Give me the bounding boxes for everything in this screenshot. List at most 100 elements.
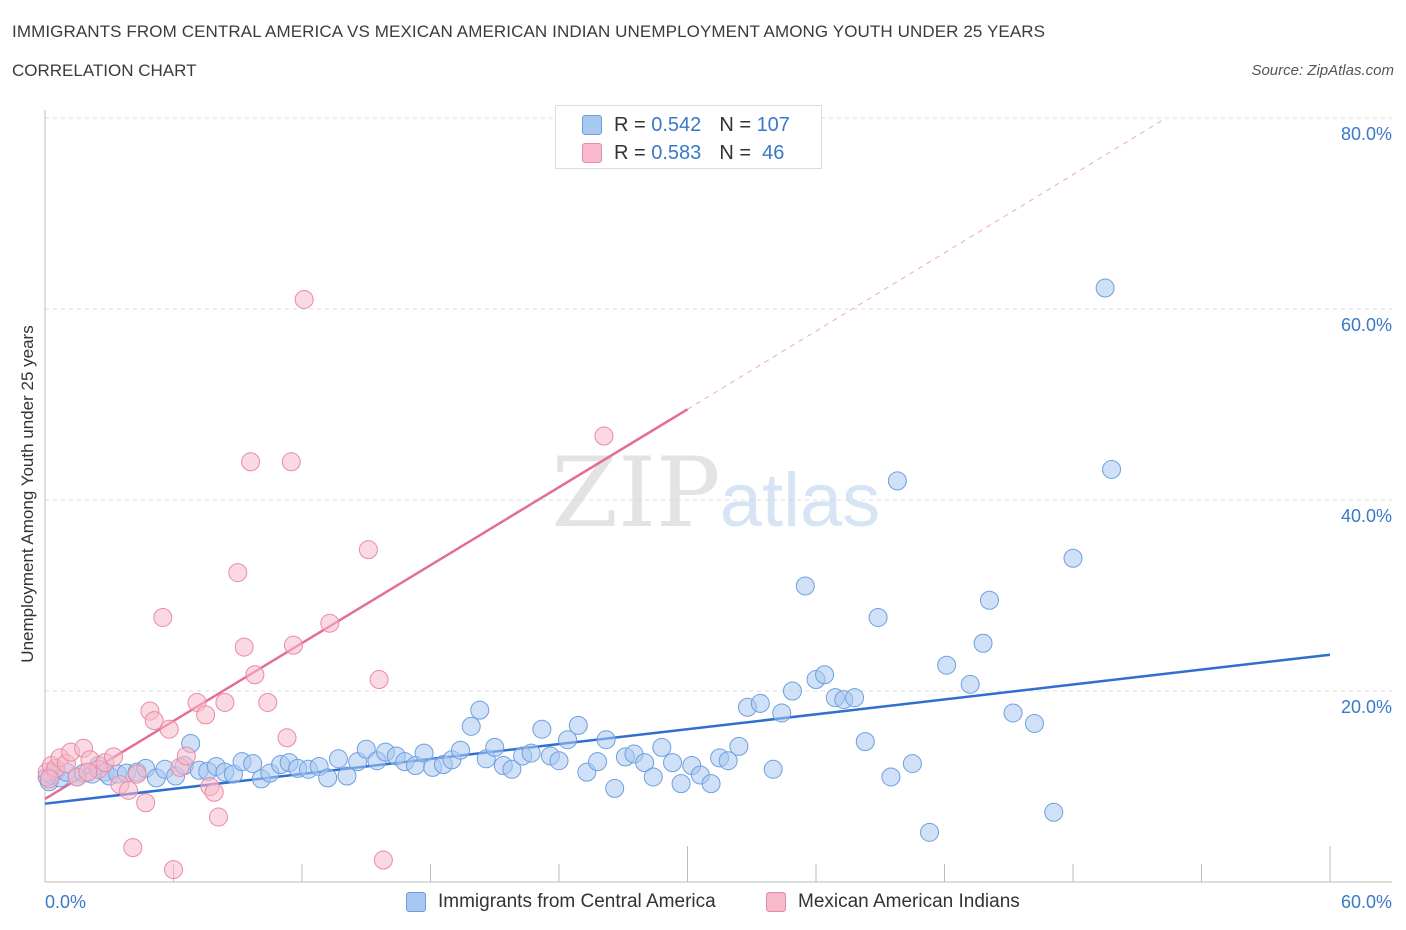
- data-point-central-america: [532, 719, 552, 739]
- data-point-mexican-american-indians: [144, 711, 164, 731]
- data-point-central-america: [763, 759, 783, 779]
- data-point-mexican-american-indians: [136, 793, 156, 813]
- y-tick-label: 80.0%: [1341, 124, 1392, 144]
- data-point-mexican-american-indians: [228, 563, 248, 583]
- y-tick-label: 60.0%: [1341, 315, 1392, 335]
- data-point-mexican-american-indians: [123, 838, 143, 858]
- data-point-central-america: [485, 737, 505, 757]
- data-point-central-america: [887, 471, 907, 491]
- data-points: [37, 278, 1122, 880]
- chart-title: IMMIGRANTS FROM CENTRAL AMERICA VS MEXIC…: [12, 22, 1046, 41]
- data-point-central-america: [750, 693, 770, 713]
- legend-swatch-pink: [582, 143, 602, 163]
- data-point-mexican-american-indians: [294, 289, 314, 309]
- legend-label-central-america: Immigrants from Central America: [438, 891, 716, 912]
- data-point-central-america: [470, 700, 490, 720]
- data-point-mexican-american-indians: [159, 719, 179, 739]
- data-point-mexican-american-indians: [594, 426, 614, 446]
- data-point-mexican-american-indians: [258, 692, 278, 712]
- data-point-mexican-american-indians: [208, 807, 228, 827]
- data-point-mexican-american-indians: [196, 705, 216, 725]
- data-point-central-america: [973, 633, 993, 653]
- data-point-mexican-american-indians: [373, 850, 393, 870]
- legend-r-label: R =: [614, 113, 652, 136]
- data-point-central-america: [881, 767, 901, 787]
- data-point-central-america: [845, 688, 865, 708]
- data-point-mexican-american-indians: [241, 452, 261, 472]
- data-point-mexican-american-indians: [127, 764, 147, 784]
- legend-item-central-america: Immigrants from Central America: [406, 888, 716, 916]
- data-point-central-america: [521, 743, 541, 763]
- y-axis-label: Unemployment Among Youth under 25 years: [18, 325, 37, 663]
- data-point-mexican-american-indians: [277, 728, 297, 748]
- legend-n-value: 46: [756, 141, 785, 164]
- legend-row-central-america: R = 0.542 N = 107: [582, 111, 790, 139]
- legend-r-value: 0.542: [651, 113, 702, 136]
- data-point-central-america: [318, 768, 338, 788]
- data-point-central-america: [328, 749, 348, 769]
- data-point-mexican-american-indians: [39, 769, 59, 789]
- data-point-central-america: [549, 751, 569, 771]
- data-point-mexican-american-indians: [234, 637, 254, 657]
- data-point-central-america: [502, 759, 522, 779]
- data-point-mexican-american-indians: [153, 607, 173, 627]
- data-point-central-america: [815, 665, 835, 685]
- data-point-central-america: [588, 752, 608, 772]
- legend-item-mexican-american-indians: Mexican American Indians: [766, 888, 1020, 916]
- data-point-mexican-american-indians: [204, 782, 224, 802]
- data-point-central-america: [795, 576, 815, 596]
- trend-line-extension-mexican-american-indians: [687, 119, 1164, 410]
- data-point-central-america: [643, 767, 663, 787]
- data-point-central-america: [782, 681, 802, 701]
- data-point-mexican-american-indians: [369, 670, 389, 690]
- x-tick-label: 60.0%: [1341, 892, 1392, 912]
- legend-n-value: 107: [756, 113, 790, 136]
- legend-swatch-blue: [406, 892, 426, 912]
- data-point-central-america: [1024, 713, 1044, 733]
- data-point-central-america: [663, 753, 683, 773]
- data-point-central-america: [1063, 548, 1083, 568]
- data-point-mexican-american-indians: [119, 780, 139, 800]
- data-point-central-america: [337, 766, 357, 786]
- legend-swatch-blue: [582, 115, 602, 135]
- data-point-central-america: [1102, 459, 1122, 479]
- legend-r-label: R =: [614, 141, 652, 164]
- data-point-mexican-american-indians: [245, 665, 265, 685]
- data-point-central-america: [902, 754, 922, 774]
- legend-swatch-pink: [766, 892, 786, 912]
- watermark-zip: ZIP: [551, 437, 720, 549]
- data-point-central-america: [920, 822, 940, 842]
- legend-label-mexican-american-indians: Mexican American Indians: [798, 891, 1020, 912]
- data-point-central-america: [729, 736, 749, 756]
- data-point-central-america: [461, 716, 481, 736]
- data-point-central-america: [718, 751, 738, 771]
- data-point-central-america: [558, 730, 578, 750]
- watermark-atlas: atlas: [720, 458, 881, 543]
- data-point-mexican-american-indians: [320, 613, 340, 633]
- data-point-mexican-american-indians: [283, 635, 303, 655]
- data-point-central-america: [568, 715, 588, 735]
- x-tick-label: 0.0%: [45, 892, 86, 912]
- data-point-mexican-american-indians: [164, 860, 183, 880]
- data-point-central-america: [414, 743, 434, 763]
- tick-labels: 20.0% 40.0% 60.0% 80.0% 0.0% 60.0%: [45, 124, 1392, 912]
- data-point-central-america: [671, 774, 691, 794]
- data-point-central-america: [937, 655, 957, 675]
- data-point-central-america: [1003, 703, 1023, 723]
- data-point-central-america: [605, 778, 625, 798]
- data-point-mexican-american-indians: [104, 747, 124, 767]
- data-point-central-america: [855, 732, 875, 752]
- data-point-central-america: [1044, 802, 1064, 822]
- data-point-central-america: [652, 737, 672, 757]
- stats-legend: R = 0.542 N = 107 R = 0.583 N = 46: [555, 105, 822, 169]
- watermark: ZIP atlas: [551, 437, 880, 549]
- data-point-central-america: [1095, 278, 1115, 298]
- data-point-mexican-american-indians: [78, 762, 98, 782]
- data-point-central-america: [701, 774, 721, 794]
- data-point-central-america: [450, 740, 470, 760]
- legend-n-label: N =: [719, 141, 757, 164]
- y-tick-label: 20.0%: [1341, 697, 1392, 717]
- data-point-mexican-american-indians: [281, 452, 301, 472]
- data-point-mexican-american-indians: [215, 692, 235, 712]
